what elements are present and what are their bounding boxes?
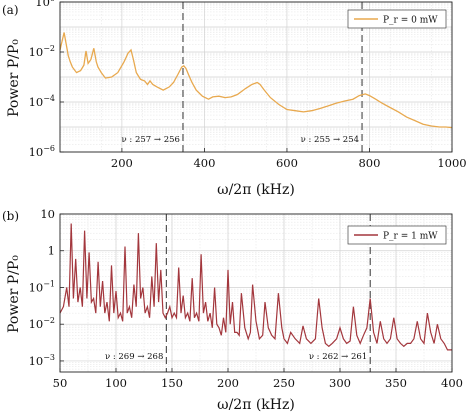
panel-a-series-line — [59, 32, 453, 129]
panel-b-legend-label: P_r = 1 mW — [383, 232, 438, 242]
x-tick-label: 400 — [193, 156, 215, 170]
x-tick-label: 600 — [276, 156, 298, 170]
panel-a-legend: P_r = 0 mW — [347, 9, 447, 29]
x-tick-label: 350 — [385, 376, 407, 390]
panel-b-annotations: ν : 269 → 268 ν : 262 → 261 — [105, 352, 367, 362]
panel-b-grid — [59, 213, 453, 372]
y-tick-label: 1 — [48, 244, 55, 258]
x-tick-label: 150 — [161, 376, 183, 390]
x-tick-label: 200 — [111, 156, 133, 170]
panel-a-annotations: ν : 257 → 256 ν : 255 → 254 — [122, 135, 360, 145]
panel-b: (b) 50 100 150 200 250 300 350 400 10−3 10−2 10−1 1… — [2, 207, 463, 413]
panel-b-x-axis-label: ω/2π (kHz) — [217, 397, 295, 413]
panel-a-label: (a) — [2, 3, 19, 17]
x-tick-label: 400 — [441, 376, 463, 390]
panel-a-y-axis-label: Power P/P₀ — [6, 39, 22, 117]
panel-a: (a) 200 400 600 800 1000 10−6 10−4 10−2 100 ν : … — [2, 0, 467, 198]
panel-b-y-axis-label: Power P/P₀ — [6, 255, 22, 333]
panel-a-ticks: 200 400 600 800 1000 10−6 10−4 10−2 100 — [29, 0, 467, 170]
y-tick-label: 10 — [40, 207, 55, 221]
x-tick-label: 100 — [105, 376, 127, 390]
y-tick-label: 10−2 — [29, 316, 55, 331]
panel-b-series-line — [59, 223, 452, 351]
y-tick-label: 10−3 — [29, 353, 55, 368]
panel-b-legend: P_r = 1 mW — [347, 225, 447, 245]
panel-a-x-axis-label: ω/2π (kHz) — [217, 182, 295, 198]
panel-a-plot-frame — [59, 1, 453, 153]
panel-b-plot-frame — [59, 213, 453, 373]
panel-a-legend-label: P_r = 0 mW — [383, 16, 438, 26]
y-tick-label: 10−1 — [29, 279, 55, 294]
y-tick-label: 100 — [35, 0, 55, 9]
x-tick-label: 300 — [329, 376, 351, 390]
transition-marker-label: ν : 255 → 254 — [301, 135, 359, 145]
y-tick-label: 10−2 — [29, 44, 55, 59]
transition-marker-label: ν : 269 → 268 — [105, 352, 163, 362]
x-tick-label: 1000 — [437, 156, 466, 170]
x-tick-label: 250 — [273, 376, 295, 390]
transition-marker-label: ν : 262 → 261 — [309, 352, 367, 362]
x-tick-label: 200 — [217, 376, 239, 390]
y-tick-label: 10−4 — [29, 94, 55, 109]
transition-marker-label: ν : 257 → 256 — [122, 135, 180, 145]
y-tick-label: 10−6 — [29, 144, 55, 159]
x-tick-label: 50 — [53, 376, 68, 390]
panel-b-ticks: 50 100 150 200 250 300 350 400 10−3 10−2 10−1 1 10 — [29, 207, 463, 390]
panel-b-label: (b) — [2, 209, 19, 223]
x-tick-label: 800 — [358, 156, 380, 170]
